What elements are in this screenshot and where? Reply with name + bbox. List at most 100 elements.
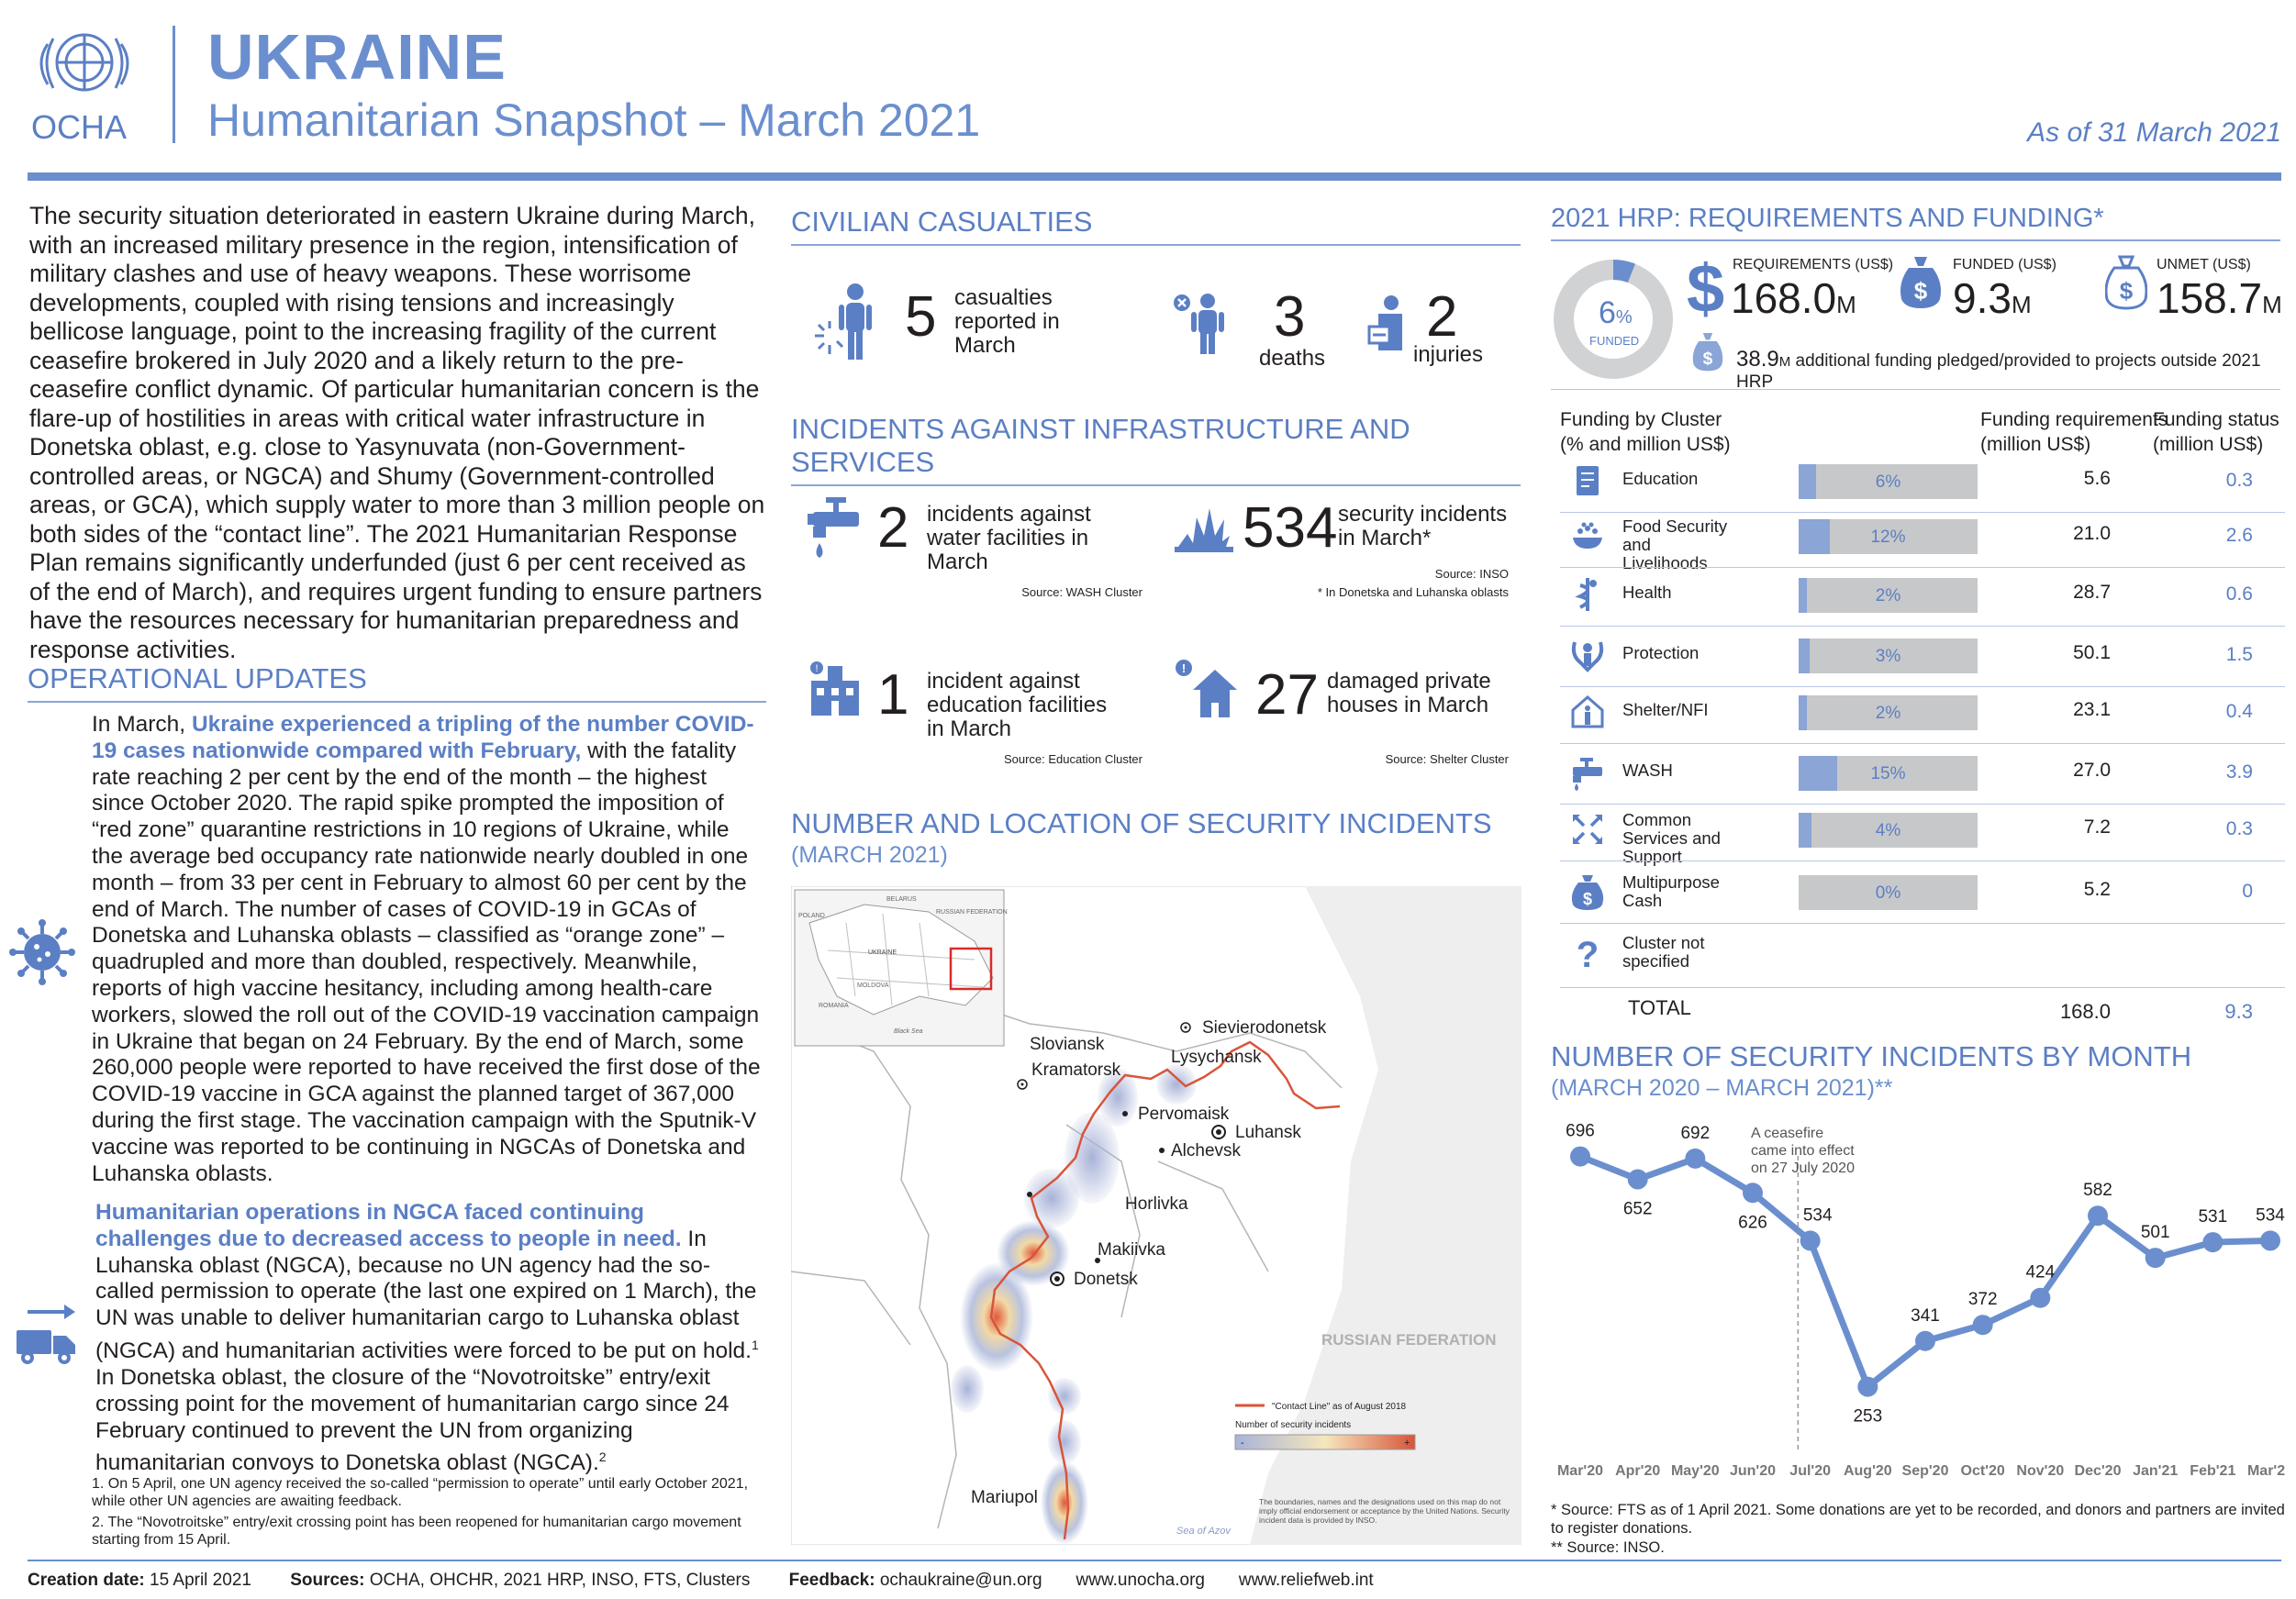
city-label-alchevsk: Alchevsk: [1171, 1141, 1242, 1160]
unocha-link[interactable]: www.unocha.org: [1076, 1571, 1205, 1590]
civilian-casualties-heading: CIVILIAN CASUALTIES: [791, 205, 1521, 246]
legend-min: -: [1241, 1438, 1244, 1449]
city-label-donetsk: Donetsk: [1074, 1270, 1138, 1289]
cluster-name: WASH: [1622, 761, 1673, 780]
additional-funding-bag-icon: $: [1692, 333, 1723, 372]
data-point: [1915, 1330, 1935, 1351]
svg-text:?: ?: [1577, 935, 1599, 971]
inset-label-russia: RUSSIAN FEDERATION: [936, 909, 1008, 916]
deaths-label: deaths: [1259, 346, 1326, 371]
cluster-row: WASH 15% 27.0 3.9: [1560, 750, 2285, 802]
feedback-email-link[interactable]: ochaukraine@un.org: [879, 1571, 1042, 1590]
houses-source: Source: Shelter Cluster: [1385, 752, 1509, 766]
svg-text:!: !: [815, 663, 818, 674]
data-label: 372: [1968, 1290, 1998, 1309]
school-damage-icon: !: [810, 661, 859, 716]
houses-value: 27: [1255, 663, 1319, 727]
cluster-status: 0: [2242, 881, 2253, 902]
city-label-sloviansk: Sloviansk: [1030, 1035, 1105, 1054]
unmet-money-bag-icon: $: [2105, 255, 2147, 310]
x-tick-label: Apr'20: [1615, 1463, 1660, 1479]
cluster-funding-fill: [1799, 638, 1810, 673]
city-label-makiivka: Makiivka: [1098, 1240, 1165, 1260]
data-point: [1743, 1183, 1763, 1204]
cluster-name: Health: [1622, 583, 1672, 602]
svg-text:$: $: [1583, 890, 1592, 908]
data-point: [2030, 1287, 2051, 1308]
x-tick-label: Nov'20: [2016, 1463, 2064, 1479]
row-divider: [1560, 626, 2285, 627]
damaged-house-icon: !: [1176, 660, 1237, 717]
inset-label-belarus: BELARUS: [886, 896, 917, 903]
cluster-status: 0.3: [2225, 818, 2253, 839]
funded-percent: 6%: [1599, 295, 1633, 330]
x-tick-label: Mar'20: [1557, 1463, 1603, 1479]
page-subtitle: Humanitarian Snapshot – March 2021: [207, 94, 981, 146]
inset-label-moldova: MOLDOVA: [857, 983, 889, 989]
map-subheading: (MARCH 2021): [791, 842, 948, 868]
security-note: * In Donetska and Luhanska oblasts: [1317, 585, 1509, 599]
cluster-status: 1.5: [2225, 644, 2253, 665]
row-divider: [1560, 923, 2285, 924]
cluster-row: Education 6% 5.6 0.3: [1560, 459, 2285, 510]
intro-paragraph: The security situation deteriorated in e…: [29, 202, 765, 663]
water-incidents-label: incidents against water facilities in Ma…: [927, 502, 1091, 574]
total-requirements: 168.0: [2059, 1000, 2111, 1023]
data-label: 534: [2256, 1205, 2285, 1225]
data-label: 582: [2083, 1181, 2112, 1200]
monthly-heading: NUMBER OF SECURITY INCIDENTS BY MONTH: [1551, 1040, 2192, 1072]
chart-annotation: A ceasefire came into effect on 27 July …: [1751, 1126, 1855, 1176]
row-divider: [1560, 804, 2285, 805]
cluster-status: 0.4: [2225, 701, 2253, 722]
inset-label-romania: ROMANIA: [819, 1003, 849, 1009]
cluster-requirement: 23.1: [2073, 699, 2111, 720]
x-tick-label: May'20: [1671, 1463, 1720, 1479]
water-incidents-value: 2: [877, 496, 909, 560]
covid-update-paragraph: In March, Ukraine experienced a tripling…: [92, 712, 761, 1186]
cluster-row: Shelter/NFI 2% 23.1 0.4: [1560, 690, 2285, 741]
source-note-2: ** Source: INSO.: [1551, 1539, 1665, 1556]
map-label-russia: RUSSIAN FEDERATION: [1321, 1331, 1496, 1349]
cluster-requirement: 7.2: [2083, 816, 2111, 838]
cluster-requirement: 5.6: [2083, 468, 2111, 489]
houses-label: damaged private houses in March: [1327, 669, 1491, 717]
injuries-label: injuries: [1413, 342, 1484, 367]
svg-text:$: $: [1703, 350, 1713, 369]
cluster-percent: 15%: [1870, 764, 1906, 783]
reliefweb-link[interactable]: www.reliefweb.int: [1238, 1571, 1374, 1590]
x-tick-label: Feb'21: [2190, 1463, 2235, 1479]
cluster-funding-fill: [1799, 695, 1808, 730]
cluster-name: Multipurpose Cash: [1622, 872, 1720, 910]
operational-updates-heading: OPERATIONAL UPDATES: [28, 662, 766, 703]
data-point: [1800, 1230, 1821, 1251]
common-services-icon: [1573, 815, 1602, 844]
unmet-value: 158.7M: [2157, 274, 2282, 322]
x-tick-label: Jan'21: [2133, 1463, 2178, 1479]
footer-rule: [28, 1560, 2281, 1561]
data-point: [1570, 1146, 1590, 1167]
explosion-icon: [1175, 508, 1233, 552]
city-label-sievierodonetsk: Sievierodonetsk: [1202, 1018, 1327, 1038]
funded-value: 9.3M: [1953, 274, 2032, 322]
data-point: [1627, 1169, 1648, 1190]
security-source: Source: INSO: [1434, 567, 1509, 581]
un-emblem-icon: [39, 33, 129, 92]
data-label: 341: [1911, 1306, 1940, 1326]
cluster-requirement: 27.0: [2073, 760, 2111, 781]
unmet-label: UNMET (US$): [2157, 257, 2251, 272]
hrp-heading: 2021 HRP: REQUIREMENTS AND FUNDING*: [1551, 204, 2280, 241]
data-label: 692: [1680, 1124, 1710, 1143]
education-incidents-label: incident against education facilities in…: [927, 669, 1108, 741]
cluster-row: ? Cluster not specified: [1560, 930, 2285, 982]
data-point: [1685, 1148, 1706, 1169]
header-divider: [173, 26, 175, 143]
infrastructure-incidents-heading: INCIDENTS AGAINST INFRASTRUCTURE AND SER…: [791, 413, 1521, 486]
education-icon: [1577, 466, 1599, 495]
data-point: [1972, 1315, 1993, 1336]
cluster-funding-bar: 15%: [1799, 756, 1978, 791]
cluster-row: Health 2% 28.7 0.6: [1560, 572, 2285, 624]
monthly-incidents-chart: 696 Mar'20 652 Apr'20 692 May'20 626 Jun'20 534 J…: [1557, 1122, 2285, 1479]
svg-text:$: $: [1914, 277, 1928, 305]
inset-label-poland: POLAND: [798, 913, 825, 919]
virus-icon: [9, 919, 75, 985]
